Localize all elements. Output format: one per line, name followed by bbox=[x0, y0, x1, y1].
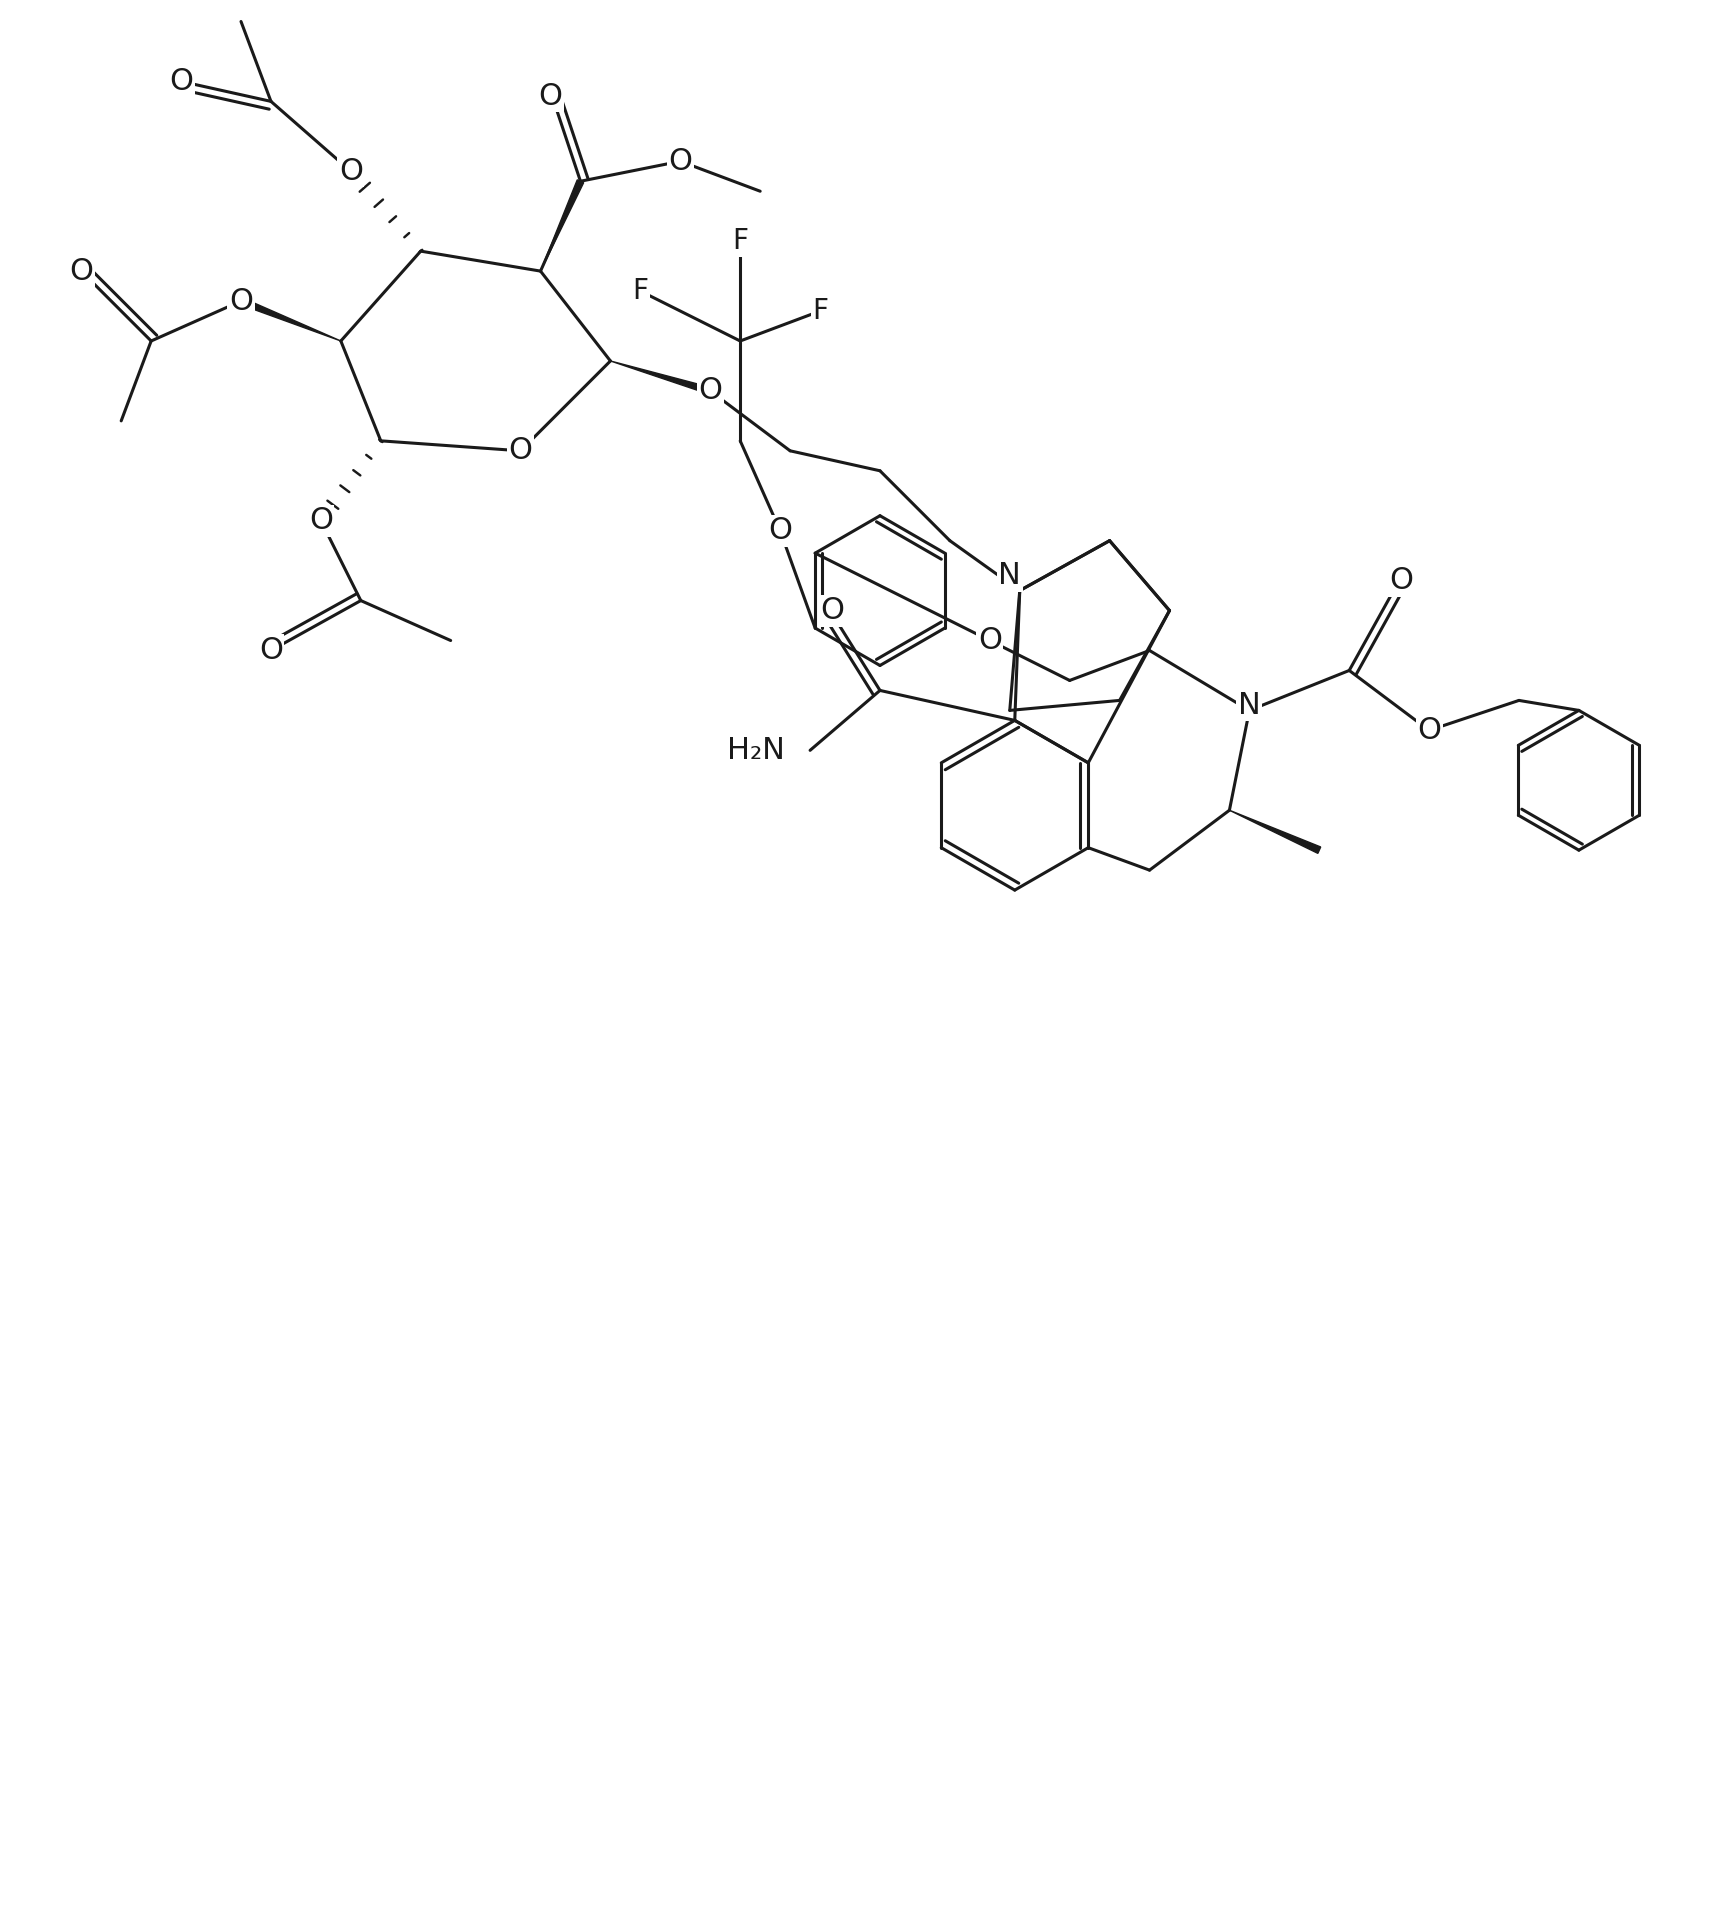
Text: H₂N: H₂N bbox=[727, 735, 785, 764]
Text: O: O bbox=[509, 436, 533, 465]
Text: O: O bbox=[339, 157, 363, 186]
Text: N: N bbox=[1238, 691, 1260, 720]
Polygon shape bbox=[1229, 810, 1321, 852]
Text: O: O bbox=[229, 286, 253, 315]
Text: F: F bbox=[632, 276, 648, 305]
Text: O: O bbox=[538, 83, 562, 111]
Text: O: O bbox=[977, 626, 1002, 655]
Text: O: O bbox=[767, 516, 792, 545]
Text: O: O bbox=[819, 595, 844, 626]
Polygon shape bbox=[611, 361, 712, 394]
Text: O: O bbox=[1389, 566, 1413, 595]
Text: O: O bbox=[1417, 716, 1441, 745]
Text: O: O bbox=[69, 257, 94, 286]
Text: O: O bbox=[309, 507, 333, 536]
Polygon shape bbox=[540, 180, 583, 271]
Text: F: F bbox=[733, 227, 748, 255]
Text: O: O bbox=[698, 376, 722, 405]
Text: O: O bbox=[668, 146, 693, 177]
Polygon shape bbox=[240, 298, 340, 342]
Text: O: O bbox=[259, 636, 283, 664]
Text: N: N bbox=[998, 561, 1021, 589]
Text: O: O bbox=[168, 67, 193, 96]
Text: F: F bbox=[812, 298, 828, 324]
